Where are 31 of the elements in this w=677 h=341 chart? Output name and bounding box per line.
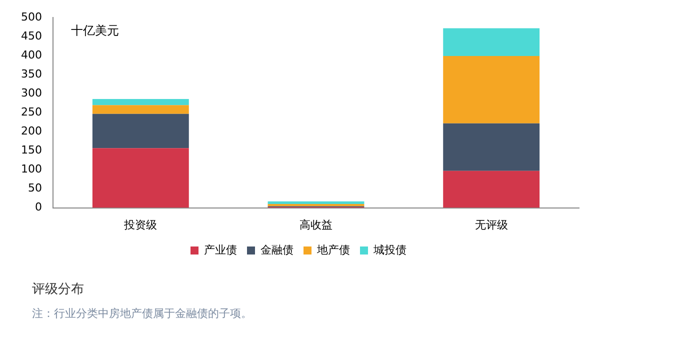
x-tick-label: 投资级 (123, 218, 158, 232)
bar (92, 99, 189, 106)
y-tick-label: 500 (20, 10, 42, 24)
bar (92, 105, 189, 114)
bar (443, 123, 540, 171)
x-tick-label: 高收益 (300, 218, 332, 232)
y-tick-label: 400 (20, 48, 42, 62)
bar (443, 28, 540, 56)
y-tick-label: 450 (20, 29, 42, 42)
x-tick-label: 无评级 (474, 218, 508, 232)
legend-label: 金融债 (260, 243, 294, 256)
bar (443, 170, 540, 208)
text: 注：行业分类中房地产债属于金融债的子项。 (32, 306, 253, 321)
y-tick-label: 350 (20, 68, 42, 81)
bar (268, 204, 364, 206)
bar (268, 201, 364, 204)
y-axis-title: 十亿美元 (70, 24, 119, 38)
legend-label: 城投债 (372, 243, 406, 256)
text: 评级分布 (32, 281, 85, 298)
y-tick-label: 100 (20, 162, 42, 176)
y-tick-label: 50 (28, 182, 42, 195)
y-tick-label: 250 (20, 106, 42, 119)
y-tick-label: 200 (20, 124, 42, 138)
y-tick-label: 150 (20, 144, 42, 157)
legend-label: 地产债 (316, 243, 350, 256)
bar (443, 56, 540, 124)
y-tick-label: 0 (34, 200, 42, 214)
legend-label: 产业债 (204, 243, 237, 256)
y-tick-label: 300 (20, 86, 42, 100)
bar (92, 114, 189, 148)
bar (92, 148, 189, 208)
